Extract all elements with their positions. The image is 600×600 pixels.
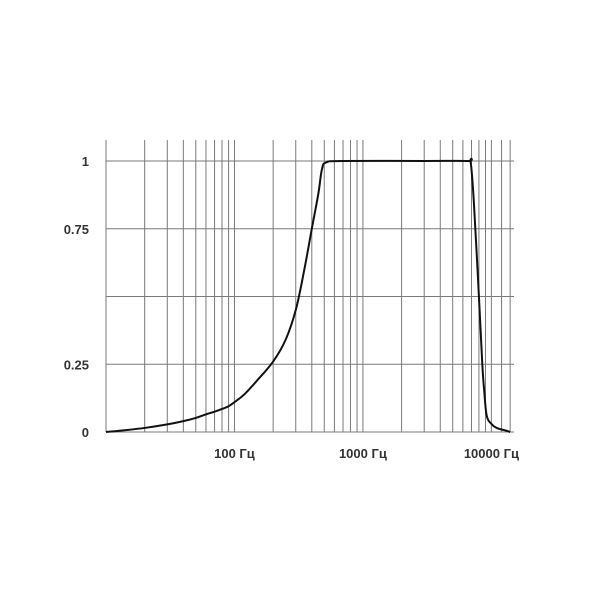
- x-tick-label: 1000 Гц: [339, 446, 387, 461]
- y-tick-label: 1: [82, 154, 89, 169]
- x-tick-labels: 100 Гц 1000 Гц 10000 Гц: [214, 446, 519, 461]
- y-tick-label: 0.25: [64, 357, 89, 372]
- x-gridlines: [105, 140, 511, 432]
- y-tick-label: 0: [82, 425, 89, 440]
- y-tick-label: 0.75: [64, 222, 89, 237]
- series-layer: [105, 157, 511, 433]
- y-tick-labels: 0 0.25 0.75 1: [64, 154, 89, 440]
- x-tick-label: 10000 Гц: [464, 446, 519, 461]
- x-tick-label: 100 Гц: [214, 446, 255, 461]
- response-curve: [105, 157, 511, 433]
